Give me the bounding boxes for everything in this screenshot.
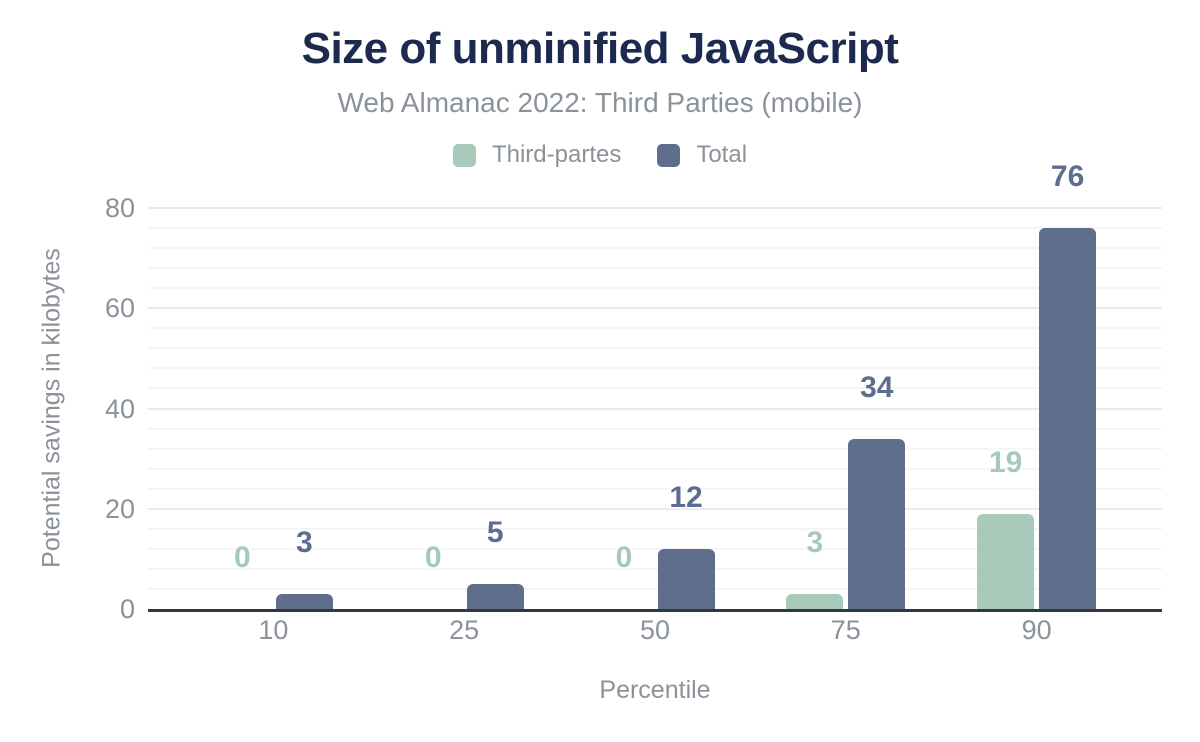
gridline-minor-28: [148, 467, 1162, 470]
gridline-minor-64: [148, 287, 1162, 290]
gridline-major-80: [148, 207, 1162, 209]
x-tick-label-75: 75: [830, 615, 861, 645]
legend-label-total: Total: [696, 141, 748, 168]
bar-third-partes-p90[interactable]: [977, 513, 1035, 609]
gridline-major-20: [148, 507, 1162, 510]
gridline-minor-16: [148, 527, 1162, 530]
y-tick-label-20: 20: [104, 493, 135, 524]
gridline-minor-32: [148, 447, 1162, 450]
gridline-minor-24: [148, 487, 1162, 490]
value-label-total-p25: 5: [486, 515, 504, 549]
gridline-minor-44: [148, 387, 1162, 390]
legend-item-total[interactable]: Total: [657, 141, 747, 169]
legend-item-third-partes[interactable]: Third-partes: [452, 141, 622, 169]
value-label-third-partes-p25: 0: [424, 541, 442, 574]
value-label-third-partes-p10: 0: [234, 541, 251, 574]
gridline-minor-52: [148, 347, 1162, 350]
gridline-minor-48: [148, 367, 1162, 370]
x-tick-label-50: 50: [639, 615, 671, 645]
gridline-minor-36: [148, 427, 1162, 430]
gridline-major-40: [148, 407, 1162, 410]
x-tick-label-90: 90: [1021, 615, 1052, 645]
gridline-minor-8: [148, 567, 1162, 570]
gridline-minor-76: [148, 227, 1162, 230]
value-label-third-partes-p50: 0: [615, 541, 633, 574]
value-label-total-p10: 3: [296, 525, 313, 559]
legend: Third-partes Total: [0, 141, 1200, 169]
gridline-minor-56: [148, 327, 1162, 330]
gridline-minor-12: [148, 547, 1162, 550]
value-label-total-p75: 34: [860, 370, 894, 404]
legend-swatch-total: [657, 143, 681, 167]
y-tick-label-0: 0: [119, 594, 135, 624]
x-axis-title: Percentile: [599, 676, 711, 704]
gridline-minor-72: [148, 247, 1162, 250]
plot-area: 0 3 0 5 0 12 3 34 19 76: [148, 162, 1162, 612]
value-label-third-partes-p75: 3: [806, 525, 824, 559]
bar-total-p50[interactable]: [657, 548, 715, 609]
chart-subtitle: Web Almanac 2022: Third Parties (mobile): [337, 87, 863, 118]
y-tick-label-80: 80: [104, 193, 135, 223]
x-tick-label-10: 10: [258, 615, 289, 645]
y-tick-label-40: 40: [104, 393, 135, 424]
gridline-minor-4: [148, 587, 1162, 590]
chart-title: Size of unminified JavaScript: [301, 24, 899, 73]
value-label-third-partes-p90: 19: [988, 445, 1023, 479]
value-label-total-p90: 76: [1050, 160, 1085, 194]
y-tick-label-60: 60: [104, 293, 135, 324]
bar-total-p25[interactable]: [466, 583, 524, 609]
x-tick-label-25: 25: [449, 615, 480, 645]
legend-label-third-partes: Third-partes: [491, 141, 622, 168]
gridline-major-60: [148, 307, 1162, 310]
bar-total-p90[interactable]: [1039, 228, 1097, 609]
bar-total-p10[interactable]: [275, 593, 333, 609]
bar-third-partes-p75[interactable]: [786, 593, 844, 609]
bar-total-p75[interactable]: [848, 438, 906, 609]
gridline-minor-68: [148, 267, 1162, 270]
value-label-total-p50: 12: [669, 480, 703, 514]
legend-swatch-third-partes: [452, 143, 476, 167]
